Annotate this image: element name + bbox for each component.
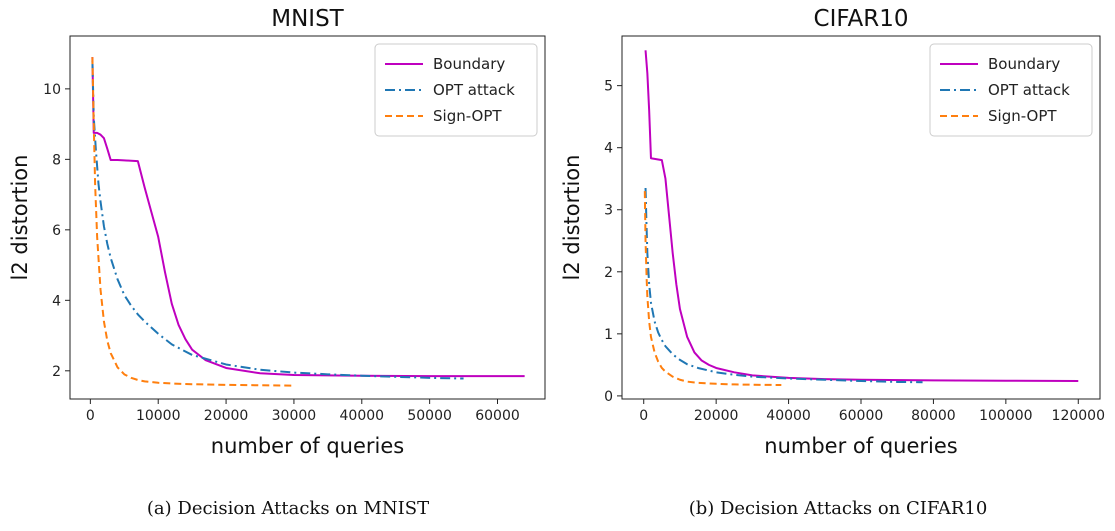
- chart-title: CIFAR10: [814, 6, 909, 32]
- x-tick-label: 80000: [911, 408, 956, 424]
- x-tick-label: 10000: [136, 408, 181, 424]
- x-tick-label: 30000: [272, 408, 317, 424]
- x-axis-label: number of queries: [764, 434, 957, 458]
- x-tick-label: 20000: [204, 408, 249, 424]
- y-tick-label: 3: [604, 203, 613, 219]
- figure-caption: (b) Decision Attacks on CIFAR10: [689, 498, 988, 519]
- y-tick-label: 0: [604, 389, 613, 405]
- y-tick-label: 4: [604, 141, 613, 157]
- y-tick-label: 1: [604, 327, 613, 343]
- y-tick-label: 6: [52, 223, 61, 239]
- chart-title: MNIST: [271, 6, 344, 32]
- series-line-sign-opt: [91, 57, 294, 387]
- x-axis: 0 10000 20000 30000 40000 50000 60000: [86, 399, 520, 424]
- x-tick-label: 20000: [694, 408, 739, 424]
- legend-label: Boundary: [433, 55, 505, 73]
- x-tick-label: 60000: [839, 408, 884, 424]
- y-tick-label: 10: [43, 82, 61, 98]
- plot-area: [91, 57, 525, 387]
- x-tick-label: 120000: [1052, 408, 1105, 424]
- y-tick-label: 2: [604, 265, 613, 281]
- series-line-opt-attack: [91, 60, 464, 380]
- y-axis-label: l2 distortion: [8, 155, 32, 281]
- chart-mnist: MNIST 0 10000 20000 30000 40000 50000 60000 2 4 6 8…: [8, 6, 546, 519]
- series-line-sign-opt: [643, 191, 782, 387]
- y-axis-label: l2 distortion: [560, 155, 584, 281]
- legend-label: Sign-OPT: [433, 107, 502, 125]
- legend-label: Boundary: [988, 55, 1060, 73]
- plot-area: [643, 50, 1079, 387]
- y-tick-label: 4: [52, 293, 61, 309]
- legend-label: OPT attack: [988, 81, 1070, 99]
- plot-frame: [69, 35, 546, 400]
- x-tick-label: 40000: [340, 408, 385, 424]
- y-tick-label: 5: [604, 79, 613, 95]
- x-tick-label: 0: [639, 408, 648, 424]
- legend: Boundary OPT attack Sign-OPT: [929, 43, 1093, 137]
- x-tick-label: 50000: [407, 408, 452, 424]
- y-axis: 2 4 6 8 10: [43, 82, 70, 380]
- x-tick-label: 60000: [475, 408, 520, 424]
- y-tick-label: 2: [52, 364, 61, 380]
- x-tick-label: 0: [86, 408, 95, 424]
- series-line-opt-attack: [644, 188, 923, 384]
- series-line-boundary: [91, 57, 525, 378]
- x-axis: 0 20000 40000 60000 80000 100000 120000: [639, 399, 1105, 424]
- x-axis-label: number of queries: [211, 434, 404, 458]
- legend-box: [929, 43, 1093, 137]
- legend-box: [374, 43, 538, 137]
- figure-caption: (a) Decision Attacks on MNIST: [147, 498, 429, 519]
- chart-cifar10: CIFAR10 0 20000 40000 60000 80000 100000 120000…: [560, 6, 1105, 519]
- y-axis: 0 1 2 3 4 5: [604, 79, 622, 405]
- legend: Boundary OPT attack Sign-OPT: [374, 43, 538, 137]
- legend-label: Sign-OPT: [988, 107, 1057, 125]
- plot-frame: [621, 35, 1101, 400]
- y-tick-label: 8: [52, 152, 61, 168]
- legend-label: OPT attack: [433, 81, 515, 99]
- x-tick-label: 40000: [766, 408, 811, 424]
- x-tick-label: 100000: [979, 408, 1032, 424]
